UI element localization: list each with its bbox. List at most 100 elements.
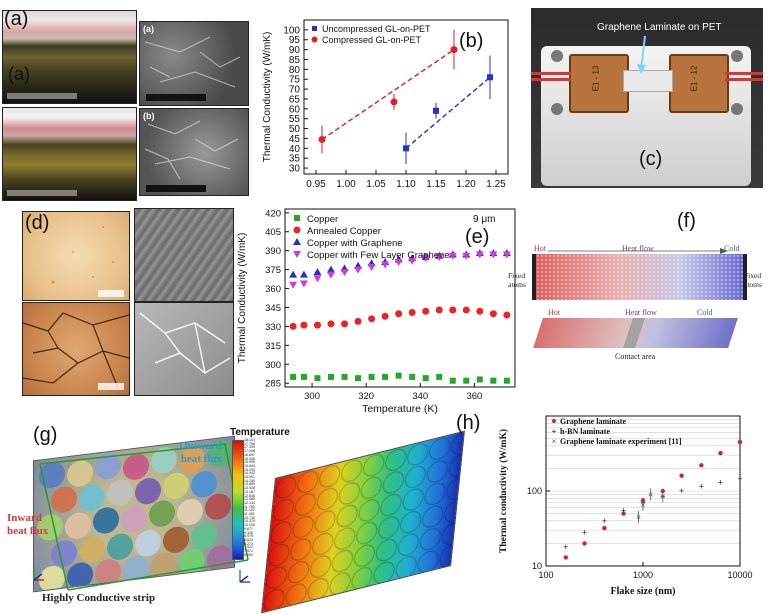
- data-point-compressed: [390, 98, 398, 106]
- data-point-compressed: [318, 135, 326, 143]
- g-color-scale-bar: [232, 440, 244, 560]
- panel-label-d: (d): [25, 212, 50, 234]
- legend-marker: [293, 238, 301, 245]
- left-heater: [569, 54, 629, 113]
- hbn-laminate-point: +: [582, 527, 587, 537]
- f-hot-label: Hot: [534, 244, 546, 253]
- g-scale-tick: 16.697: [244, 452, 255, 457]
- legend-label: Uncompressed GL-on-PET: [322, 24, 431, 34]
- g-scale-tick: 12.836: [244, 493, 255, 498]
- hbn-laminate-point: +: [679, 486, 684, 496]
- data-point-square: [341, 373, 348, 380]
- f-cold-label: Cold: [724, 244, 740, 253]
- y-tick-label: 315: [265, 341, 281, 352]
- data-point-circle: [381, 312, 389, 320]
- y-tick-label: 100: [283, 25, 300, 36]
- data-point-square: [503, 377, 510, 384]
- y-tick-label: 360: [265, 284, 281, 295]
- g-legend-title: Temperature: [230, 427, 290, 438]
- data-point-triangle-down: [313, 275, 322, 283]
- hbn-laminate-point: +: [699, 481, 704, 491]
- f-hot-label-2: Hot: [548, 308, 560, 317]
- data-point-square: [290, 373, 297, 380]
- data-point-triangle-down: [327, 271, 335, 279]
- panel-g-disk-laminate: [33, 435, 235, 593]
- g-scale-tick: 11.783: [244, 504, 255, 509]
- legend-label: Compressed GL-on-PET: [322, 35, 422, 45]
- hbn-laminate-point: +: [621, 505, 626, 515]
- data-point-circle: [462, 306, 470, 314]
- g-scale-tick: 9.326: [244, 530, 253, 535]
- data-point-square: [422, 375, 429, 382]
- x-tick-label: 1.00: [336, 179, 356, 190]
- data-point-circle: [300, 321, 308, 329]
- data-point-triangle-down: [340, 269, 349, 277]
- screw-2: [551, 103, 563, 115]
- screw-3: [731, 50, 743, 62]
- screw-1: [551, 50, 563, 62]
- legend-label: Annealed Copper: [307, 226, 381, 237]
- g-scale-tick: 15.995: [244, 460, 255, 465]
- data-point-triangle-up: [289, 270, 298, 278]
- data-point-circle: [503, 311, 511, 319]
- g-scale-tick: 17.399: [244, 445, 255, 450]
- g-scale-tick: 13.187: [244, 489, 255, 494]
- y-tick-label: 75: [289, 75, 301, 86]
- x-tick-label: 320: [358, 391, 374, 402]
- data-point-triangle-down: [489, 251, 498, 259]
- legend-label: Copper with Few Layer Graphene: [307, 250, 450, 261]
- data-point-square: [436, 373, 443, 380]
- graphene-laminate-point: [699, 463, 704, 468]
- x-tick-label: 10000: [727, 570, 752, 580]
- annotation-thickness: 9 μm: [473, 214, 495, 225]
- legend-marker: [294, 215, 300, 221]
- y-tick-label: 345: [265, 303, 281, 314]
- g-scale-tick: 13.538: [244, 486, 255, 491]
- x-tick-label: 1000: [633, 570, 653, 580]
- y-tick-label: 375: [265, 265, 281, 276]
- legend-label: Graphene laminate: [560, 417, 626, 426]
- data-point-square: [490, 377, 497, 384]
- panel-d-micro-1: [22, 211, 130, 301]
- legend-marker: [552, 419, 556, 423]
- data-point-square: [368, 373, 375, 380]
- data-point-square: [382, 373, 389, 380]
- panel-g-temperature-field: [261, 430, 465, 614]
- chart-b: 0.95 1.00 1.05 1.10 1.15 1.20 1.25 303540455055…: [262, 19, 509, 190]
- data-point-triangle-down: [462, 252, 471, 260]
- f-heatflow-label-2: Heat flow: [625, 308, 657, 317]
- hbn-laminate-point: +: [718, 477, 723, 487]
- x-axis-label: Flake size (nm): [611, 586, 676, 597]
- hbn-laminate-point: +: [602, 516, 607, 526]
- g-scale-tick: 8.975: [244, 534, 253, 539]
- data-point-circle: [313, 321, 321, 329]
- g-scale-tick: 8.624: [244, 537, 253, 542]
- f-fixed-atoms-right: Fixed atoms: [744, 271, 762, 289]
- data-point-triangle-down: [435, 253, 444, 261]
- f-heatflow-arrow-top: [548, 248, 728, 254]
- graphene-laminate-point: [737, 439, 743, 445]
- graphene-laminate-point: [563, 555, 568, 560]
- sem-sublabel-b: (b): [143, 111, 155, 121]
- data-point-square: [314, 375, 321, 382]
- data-point-triangle-up: [327, 265, 335, 273]
- y-tick-label: 30: [289, 164, 301, 175]
- g-scale-tick: 10.730: [244, 515, 255, 520]
- data-point-triangle-up: [299, 270, 308, 278]
- wires-left: [531, 72, 571, 75]
- plot-frame: [284, 208, 516, 388]
- screw-4: [731, 103, 743, 115]
- y-tick-label: 55: [289, 114, 301, 125]
- y-tick-label: 35: [289, 154, 301, 165]
- g-scale-labels: 18.101 17.750 17.399 17.048 16.697 16.346 15.9…: [244, 438, 274, 560]
- f-fixed-atoms-left: Fixed atoms: [508, 271, 526, 289]
- g-scale-tick: 12.134: [244, 500, 255, 505]
- legend-marker: [293, 251, 301, 258]
- data-point-triangle-down: [299, 280, 308, 288]
- data-point-triangle-up: [313, 268, 322, 276]
- panel-a-cross-section-top: [2, 10, 137, 104]
- chart-e: 300 320 340 360 285 300 315 330 345 360 375 390 405 4…: [237, 208, 516, 415]
- y-tick-label: 420: [265, 208, 281, 219]
- data-point-circle: [408, 309, 416, 317]
